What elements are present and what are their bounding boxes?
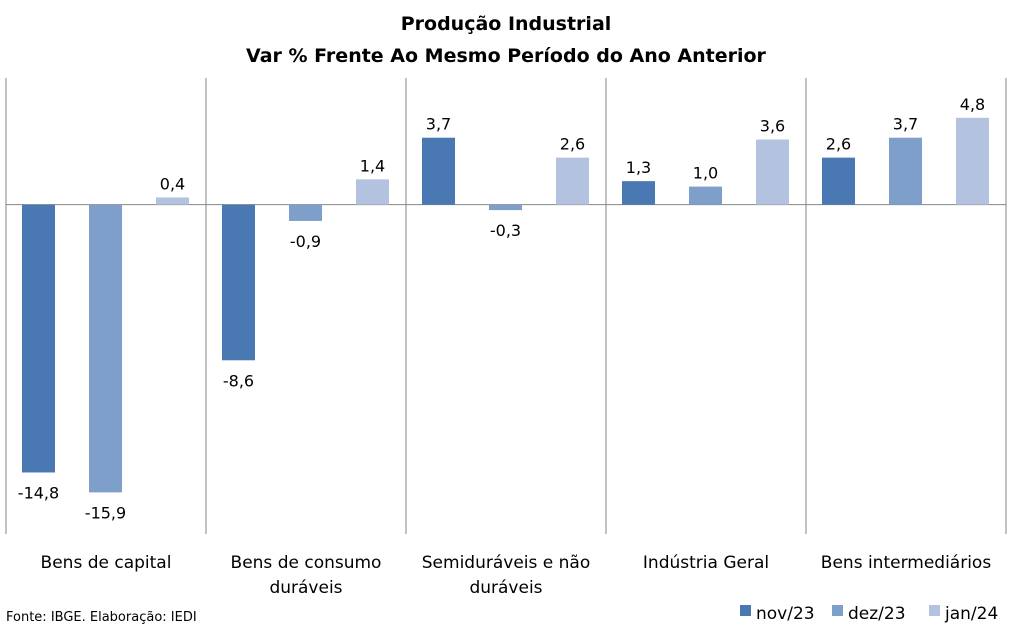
data-label: 1,4 bbox=[360, 156, 385, 175]
data-label: -14,8 bbox=[18, 483, 59, 502]
category-label: duráveis bbox=[269, 578, 342, 598]
legend-label: jan/24 bbox=[944, 604, 998, 624]
category-label: Indústria Geral bbox=[643, 553, 769, 573]
bar-jan-24 bbox=[356, 179, 389, 205]
data-label: 4,8 bbox=[960, 95, 985, 114]
bar-nov-23 bbox=[622, 181, 655, 205]
data-label: 2,6 bbox=[560, 135, 585, 154]
legend-swatch bbox=[929, 605, 940, 616]
chart-title: Produção Industrial bbox=[401, 13, 612, 35]
category-dividers bbox=[5, 78, 1007, 534]
data-label: 1,0 bbox=[693, 164, 718, 183]
bar-nov-23 bbox=[22, 204, 55, 473]
bar-dez-23 bbox=[89, 204, 122, 493]
legend-label: dez/23 bbox=[848, 604, 906, 624]
legend-swatch bbox=[740, 605, 751, 616]
legend: nov/23 dez/23 jan/24 bbox=[740, 604, 998, 624]
bar-jan-24 bbox=[156, 197, 189, 205]
category-label: Bens intermediários bbox=[821, 553, 992, 573]
bar-nov-23 bbox=[822, 157, 855, 205]
bar-jan-24 bbox=[956, 117, 989, 205]
data-label: 0,4 bbox=[160, 174, 185, 193]
category-label: Semiduráveis e não bbox=[422, 553, 590, 573]
chart-subtitle: Var % Frente Ao Mesmo Período do Ano Ant… bbox=[246, 45, 767, 67]
bar-nov-23 bbox=[422, 137, 455, 205]
data-label: 3,6 bbox=[760, 117, 785, 136]
category-labels-group: Bens de capital Bens de consumo duráveis Se… bbox=[41, 553, 992, 598]
source-note: Fonte: IBGE. Elaboração: IEDI bbox=[6, 610, 197, 625]
data-labels-group: -14,8 -8,6 3,7 1,3 2,6 -15,9 -0,9 -0,3 1,0 3,7 0,4… bbox=[18, 95, 985, 523]
bar-nov-23 bbox=[222, 204, 255, 361]
data-label: -0,3 bbox=[490, 221, 521, 240]
bar-dez-23 bbox=[289, 204, 322, 221]
data-label: -15,9 bbox=[85, 503, 126, 522]
category-label: duráveis bbox=[469, 578, 542, 598]
bar-dez-23 bbox=[889, 137, 922, 205]
bar-dez-23 bbox=[689, 186, 722, 205]
data-label: 3,7 bbox=[426, 115, 451, 134]
legend-swatch bbox=[832, 605, 843, 616]
data-label: 2,6 bbox=[826, 135, 851, 154]
data-label: -0,9 bbox=[290, 232, 321, 251]
data-label: 3,7 bbox=[893, 115, 918, 134]
data-label: 1,3 bbox=[626, 158, 651, 177]
category-label: Bens de consumo bbox=[231, 553, 382, 573]
bar-jan-24 bbox=[756, 139, 789, 205]
bar-jan-24 bbox=[556, 157, 589, 205]
data-label: -8,6 bbox=[223, 371, 254, 390]
legend-label: nov/23 bbox=[756, 604, 815, 624]
category-label: Bens de capital bbox=[41, 553, 172, 573]
bar-dez-23 bbox=[489, 204, 522, 211]
bars-group bbox=[22, 117, 989, 493]
